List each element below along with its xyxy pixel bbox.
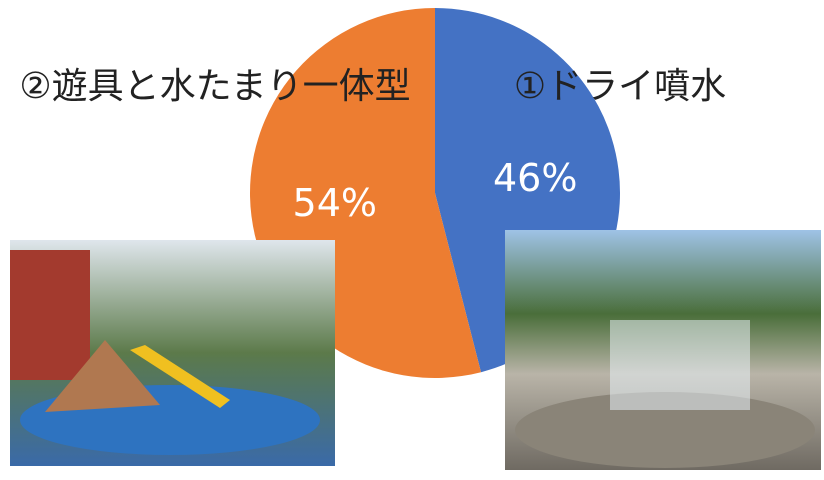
photo-right: [505, 230, 821, 470]
value-label: 54%: [293, 181, 377, 225]
fountain: [610, 320, 750, 410]
building: [10, 250, 90, 380]
value-label: 46%: [493, 156, 577, 200]
chart: 46% ①ドライ噴水 54% ②遊具と水たまり一体型: [0, 0, 824, 480]
category-label: ②遊具と水たまり一体型: [19, 66, 410, 107]
category-label: ①ドライ噴水: [514, 66, 726, 107]
photo-left: [10, 240, 335, 466]
page: 46%①ドライ噴水54%②遊具と水たまり一体型 (() => { const d…: [0, 0, 824, 480]
